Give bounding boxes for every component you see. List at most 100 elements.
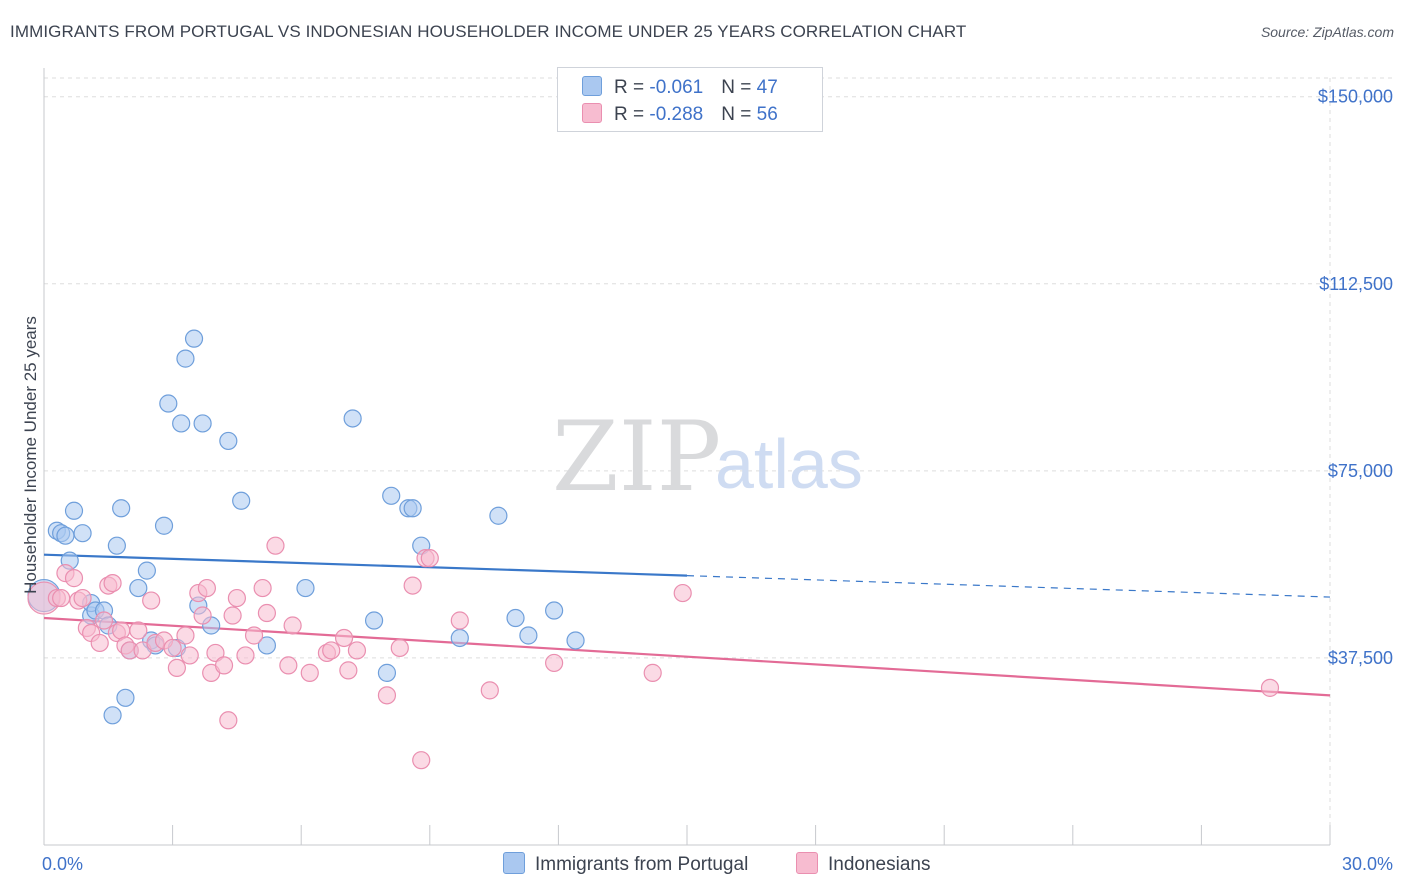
legend-r-label: R =: [614, 104, 650, 125]
point-portugal: [566, 631, 585, 650]
trend-lines: [43, 553, 1331, 697]
point-indonesians: [163, 638, 182, 658]
point-portugal: [154, 516, 174, 535]
point-indonesians: [112, 621, 131, 640]
point-indonesians: [223, 606, 242, 625]
point-portugal: [450, 628, 469, 648]
point-indonesians: [279, 656, 298, 675]
point-indonesians: [673, 583, 692, 603]
legend-swatch-indonesians: [582, 103, 602, 123]
bottom-legend-indonesians: Indonesians: [796, 852, 930, 876]
point-indonesians: [197, 578, 216, 598]
point-indonesians: [64, 569, 84, 588]
point-indonesians: [52, 588, 71, 608]
point-indonesians: [244, 626, 264, 645]
point-portugal: [506, 608, 525, 628]
y-tick-label: $112,500: [1319, 274, 1393, 294]
point-indonesians: [129, 621, 148, 640]
data-points: [27, 329, 1280, 770]
point-portugal: [159, 394, 178, 413]
point-portugal: [137, 561, 156, 580]
point-indonesians: [90, 633, 109, 653]
source-label: Source: ZipAtlas.com: [1260, 24, 1394, 40]
point-portugal: [103, 706, 122, 725]
point-indonesians: [450, 611, 469, 630]
point-indonesians: [193, 606, 212, 625]
y-tick-label: $150,000: [1318, 87, 1393, 107]
point-indonesians: [643, 663, 662, 682]
axes: [43, 68, 1331, 846]
point-indonesians: [412, 751, 431, 770]
point-indonesians: [283, 616, 302, 635]
point-indonesians: [347, 641, 367, 660]
x-tick-label: 0.0%: [42, 854, 83, 874]
bottom-legend-label-portugal: Immigrants from Portugal: [535, 854, 749, 875]
point-indonesians: [377, 686, 397, 705]
point-indonesians: [214, 656, 234, 675]
legend-n-value: 47: [756, 77, 778, 98]
point-portugal: [107, 536, 126, 555]
point-indonesians: [257, 603, 277, 623]
point-indonesians: [420, 549, 439, 568]
point-indonesians: [180, 646, 199, 665]
point-indonesians: [390, 638, 409, 658]
point-portugal: [364, 611, 384, 630]
legend-r-label: R =: [614, 77, 650, 98]
point-indonesians: [1260, 678, 1280, 697]
point-portugal: [343, 409, 362, 428]
point-indonesians: [334, 628, 354, 648]
y-tick-label: $75,000: [1328, 461, 1393, 481]
point-portugal: [219, 431, 238, 451]
y-axis-label: Householder Income Under 25 years: [21, 316, 40, 594]
point-indonesians: [322, 641, 341, 660]
watermark-atlas: atlas: [715, 425, 863, 503]
point-indonesians: [339, 661, 358, 680]
point-portugal: [377, 663, 397, 682]
legend-n-label: N =: [721, 104, 757, 125]
trend-line-portugal-extrapolated: [686, 575, 1331, 598]
point-portugal: [64, 501, 84, 520]
point-portugal: [172, 414, 191, 433]
point-indonesians: [403, 576, 422, 595]
x-tick-label: 30.0%: [1342, 854, 1393, 874]
point-portugal: [116, 688, 135, 707]
point-indonesians: [219, 711, 238, 730]
point-indonesians: [253, 578, 272, 598]
bottom-legend-portugal: Immigrants from Portugal: [503, 852, 748, 876]
point-indonesians: [480, 681, 499, 700]
point-indonesians: [167, 658, 186, 678]
point-portugal: [545, 601, 564, 620]
y-tick-label: $37,500: [1328, 648, 1393, 668]
legend-r-value: -0.288: [649, 104, 704, 125]
point-indonesians: [103, 573, 122, 593]
point-portugal: [193, 414, 212, 433]
point-indonesians: [176, 626, 195, 645]
point-indonesians: [300, 663, 319, 682]
point-portugal: [112, 499, 131, 518]
bottom-legend-swatch-indonesians: [796, 852, 818, 874]
point-indonesians: [73, 588, 92, 608]
point-indonesians: [236, 646, 255, 665]
point-portugal: [403, 499, 422, 518]
watermark-zip: ZIP: [552, 401, 721, 513]
point-portugal: [382, 486, 401, 505]
point-portugal: [519, 626, 538, 645]
bottom-legend-swatch-portugal: [503, 852, 525, 874]
bottom-legend-label-indonesians: Indonesians: [828, 854, 931, 875]
trend-line-portugal: [43, 553, 688, 577]
tick-labels: $37,500 $75,000 $112,500 $150,000 0.0% 30.0%: [42, 87, 1393, 874]
legend-r-value: -0.061: [649, 77, 704, 98]
point-portugal: [257, 636, 277, 655]
point-portugal: [73, 524, 92, 543]
point-indonesians: [266, 536, 285, 555]
legend-n-value: 56: [756, 104, 778, 125]
legend-n-label: N =: [721, 77, 757, 98]
point-portugal: [184, 329, 204, 348]
point-portugal: [232, 491, 251, 510]
point-indonesians: [94, 611, 114, 630]
point-portugal: [489, 506, 508, 525]
point-portugal: [176, 349, 195, 368]
point-portugal: [56, 526, 75, 545]
correlation-legend: R = -0.061 N = 47 R = -0.288 N = 56: [557, 67, 823, 132]
